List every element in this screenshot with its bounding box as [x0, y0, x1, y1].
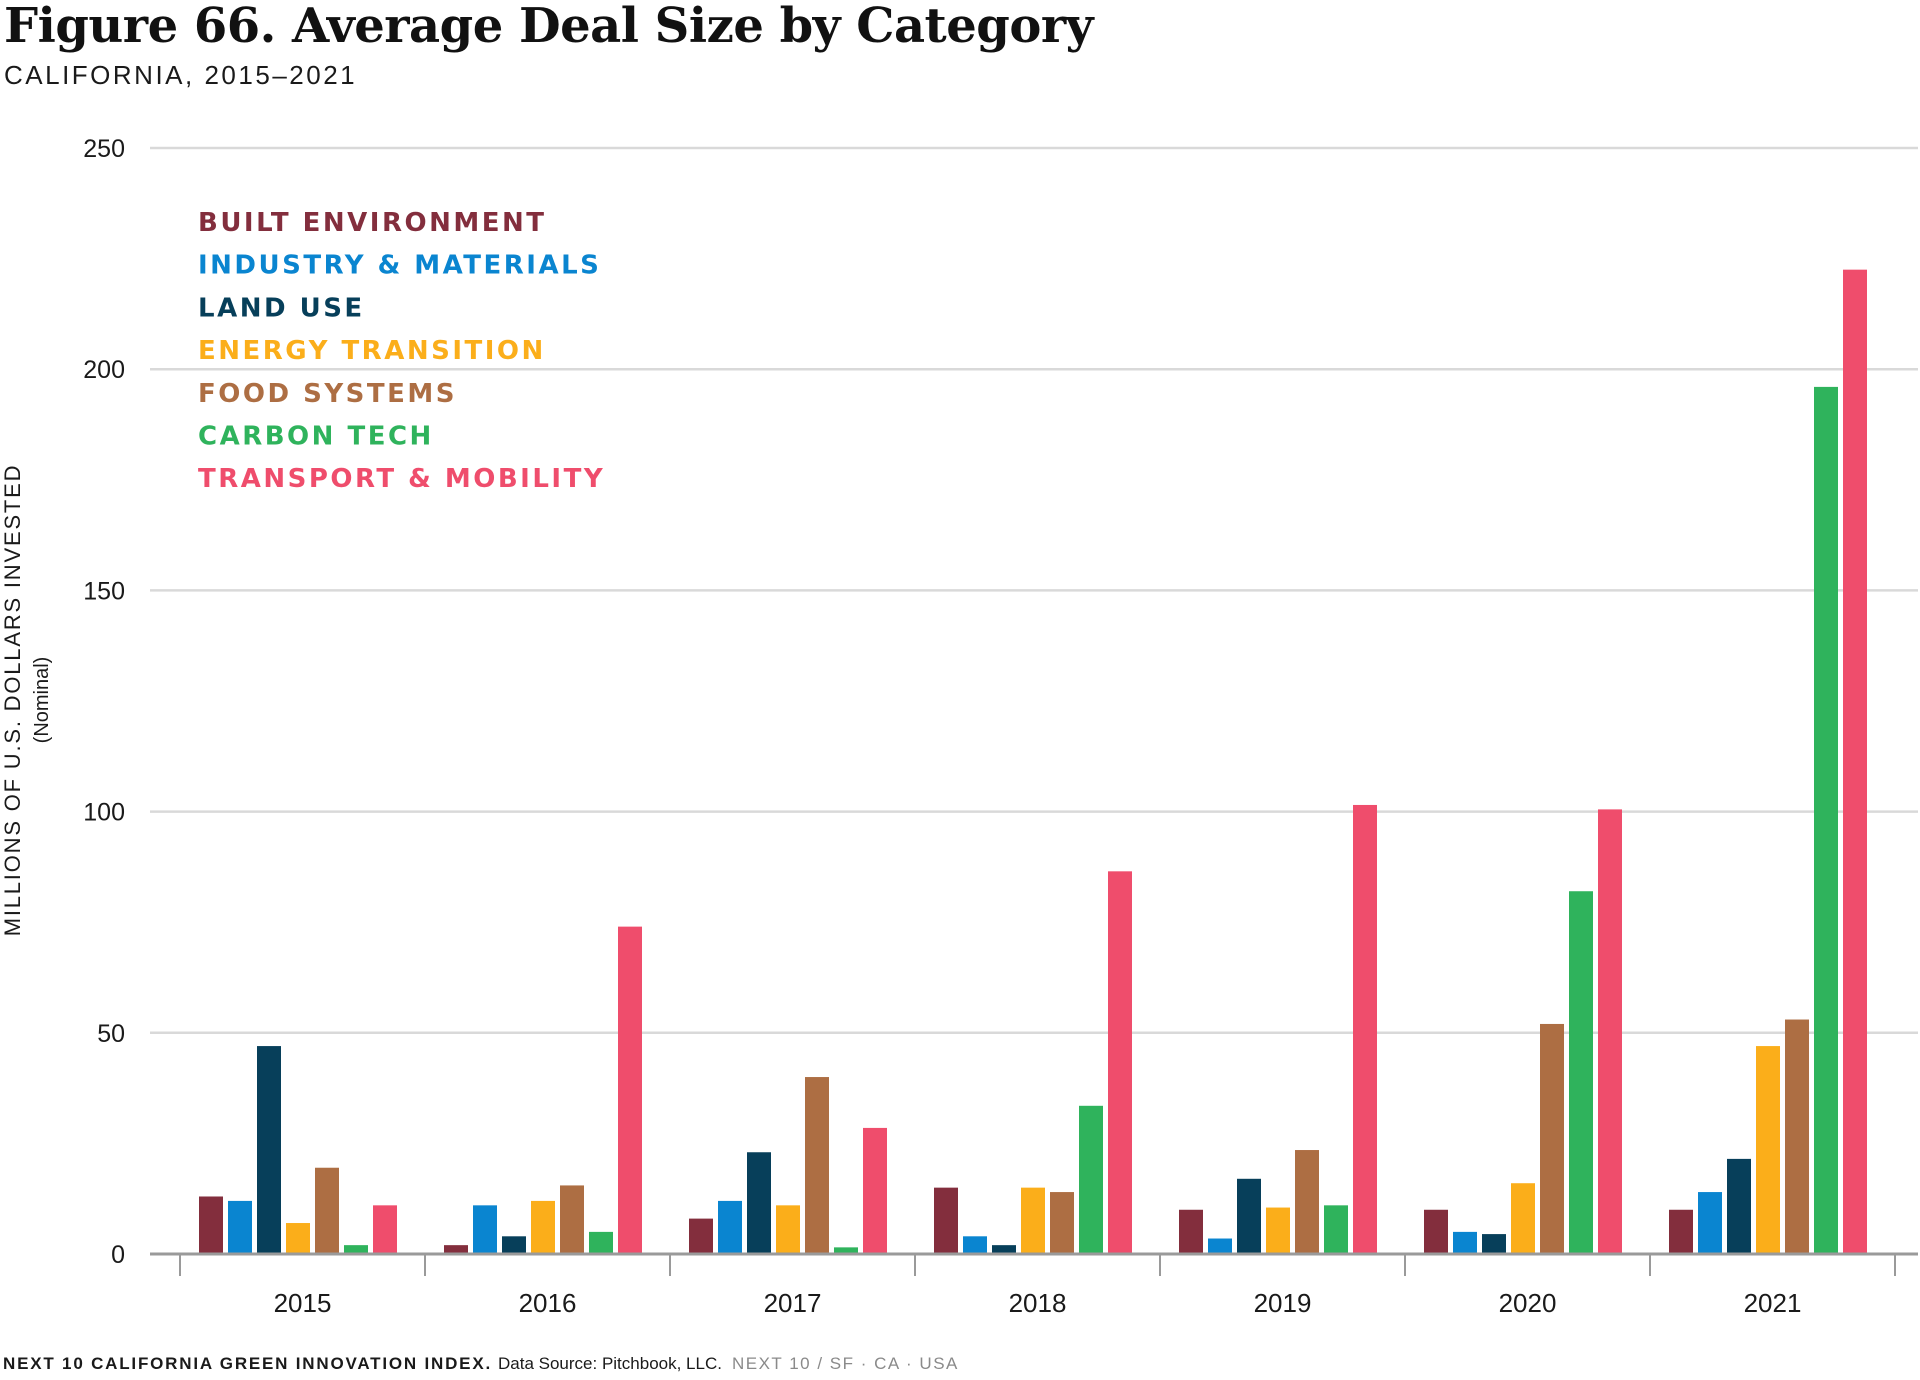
- bar: [1482, 1234, 1506, 1254]
- bar: [1353, 804, 1377, 1254]
- legend-entry: FOOD SYSTEMS: [198, 379, 457, 409]
- bar: [1785, 1019, 1809, 1254]
- bar: [589, 1231, 613, 1254]
- bar: [1698, 1192, 1722, 1254]
- bar: [1237, 1178, 1261, 1254]
- bar: [834, 1247, 858, 1254]
- bar: [1540, 1023, 1564, 1254]
- bar: [1843, 269, 1867, 1254]
- bar: [1814, 386, 1838, 1254]
- y-tick-label: 150: [83, 577, 125, 605]
- bar: [444, 1245, 468, 1254]
- bar: [1669, 1209, 1693, 1254]
- bar: [473, 1205, 497, 1254]
- bar: [934, 1187, 958, 1254]
- chart-title: Figure 66. Average Deal Size by Category: [4, 0, 1094, 54]
- legend-entry: BUILT ENVIRONMENT: [198, 208, 546, 238]
- bar: [344, 1245, 368, 1254]
- bar: [1598, 809, 1622, 1254]
- bar: [1266, 1207, 1290, 1254]
- bar: [1324, 1205, 1348, 1254]
- footer: NEXT 10 CALIFORNIA GREEN INNOVATION INDE…: [3, 1354, 959, 1374]
- bar: [776, 1205, 800, 1254]
- legend-entry: LAND USE: [198, 293, 365, 323]
- x-tick-label: 2016: [519, 1288, 577, 1318]
- y-tick-label: 100: [83, 799, 125, 827]
- bar: [1108, 871, 1132, 1254]
- bar: [1179, 1209, 1203, 1254]
- footer-brand: NEXT 10 / SF · CA · USA: [731, 1354, 959, 1373]
- legend-entry: ENERGY TRANSITION: [198, 336, 546, 366]
- bar: [1079, 1105, 1103, 1254]
- bar: [1569, 891, 1593, 1254]
- bar: [1050, 1192, 1074, 1254]
- bar: [863, 1127, 887, 1254]
- legend-entry: INDUSTRY & MATERIALS: [198, 251, 601, 281]
- bar: [718, 1200, 742, 1254]
- bar: [1511, 1183, 1535, 1254]
- bar: [1756, 1046, 1780, 1254]
- x-tick-label: 2019: [1254, 1288, 1312, 1318]
- bar: [992, 1245, 1016, 1254]
- y-axis-sublabel: (Nominal): [31, 657, 53, 744]
- bar: [1208, 1238, 1232, 1254]
- footer-index: NEXT 10 CALIFORNIA GREEN INNOVATION INDE…: [3, 1354, 492, 1373]
- bar: [805, 1077, 829, 1254]
- bar: [963, 1236, 987, 1254]
- bar: [560, 1185, 584, 1254]
- bar: [1295, 1150, 1319, 1254]
- legend-entry: TRANSPORT & MOBILITY: [198, 464, 605, 494]
- footer-source: Data Source: Pitchbook, LLC.: [498, 1354, 722, 1373]
- bar: [618, 926, 642, 1254]
- y-axis-label: MILLIONS OF U.S. DOLLARS INVESTED: [0, 464, 25, 937]
- x-tick-label: 2020: [1499, 1288, 1557, 1318]
- bar: [286, 1223, 310, 1254]
- chart-subtitle: CALIFORNIA, 2015–2021: [4, 60, 358, 90]
- bar: [1021, 1187, 1045, 1254]
- legend-entry: CARBON TECH: [198, 422, 434, 452]
- bar: [257, 1046, 281, 1254]
- x-tick-label: 2017: [764, 1288, 822, 1318]
- x-tick-label: 2015: [274, 1288, 332, 1318]
- y-tick-label: 0: [111, 1241, 125, 1269]
- y-tick-label: 50: [97, 1020, 125, 1048]
- bar: [1453, 1231, 1477, 1254]
- bar: [1727, 1158, 1751, 1254]
- bar: [531, 1200, 555, 1254]
- x-tick-label: 2018: [1009, 1288, 1067, 1318]
- bar: [1424, 1209, 1448, 1254]
- x-tick-label: 2021: [1744, 1288, 1802, 1318]
- bar: [373, 1205, 397, 1254]
- bar: [689, 1218, 713, 1254]
- y-tick-label: 250: [83, 135, 125, 163]
- bar: [502, 1236, 526, 1254]
- bar: [199, 1196, 223, 1254]
- bar: [315, 1167, 339, 1254]
- y-tick-label: 200: [83, 356, 125, 384]
- bar: [228, 1200, 252, 1254]
- bar: [747, 1152, 771, 1254]
